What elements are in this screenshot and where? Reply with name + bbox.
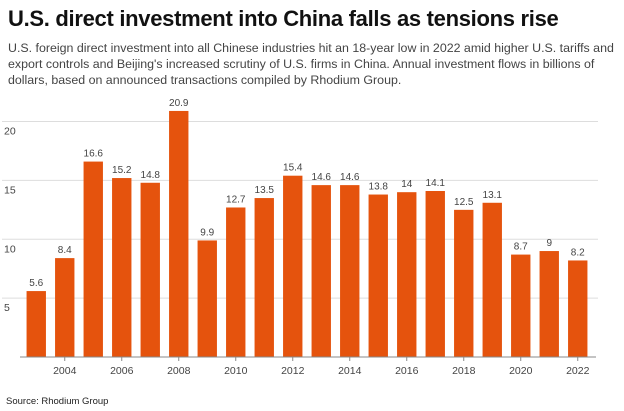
data-label: 15.2 [112,165,132,176]
bar-2022 [568,260,588,357]
bar-2009 [197,240,217,357]
bar-2010 [226,207,246,357]
bar-2013 [311,185,331,357]
data-label: 8.4 [58,245,72,256]
bars [26,110,588,357]
data-label: 13.8 [369,182,389,193]
bar-2020 [511,254,531,357]
x-tick-label: 2018 [452,365,476,377]
bar-2015 [368,194,388,357]
bar-2007 [140,182,160,357]
bar-2003 [26,291,46,357]
x-tick-label: 2016 [395,365,419,377]
data-label: 14.6 [340,172,360,183]
data-label: 14.6 [312,172,332,183]
bar-2016 [397,192,417,357]
bar-2004 [55,258,75,357]
x-tick-label: 2010 [224,365,248,377]
axes: 5 10 15 20 2004 2006 2008 2010 2012 2014 2016 2018 2… [4,126,596,377]
data-labels: 5.6 8.4 16.6 15.2 14.8 20.9 9.9 12.7 13.5 15.4 14.… [29,98,585,289]
x-tick-label: 2006 [110,365,134,377]
bar-2011 [254,198,274,357]
bar-2017 [425,191,445,357]
x-tick-label: 2014 [338,365,362,377]
data-label: 13.1 [483,190,503,201]
bar-2006 [112,178,132,357]
data-label: 13.5 [255,185,275,196]
data-label: 16.6 [84,149,104,160]
data-label: 14 [401,179,413,190]
bar-2018 [454,209,474,357]
y-tick-label: 15 [4,184,16,196]
bar-2008 [169,110,189,357]
x-tick-label: 2020 [509,365,533,377]
data-label: 12.7 [226,194,246,205]
bar-2021 [539,251,559,357]
y-tick-label: 20 [4,126,16,138]
bar-2014 [340,185,360,357]
data-label: 20.9 [169,98,189,109]
bar-2005 [83,161,103,357]
source-note: Source: Rhodium Group [6,396,109,407]
data-label: 5.6 [29,278,43,289]
data-label: 14.1 [426,178,446,189]
x-tick-label: 2004 [53,365,77,377]
data-label: 12.5 [454,197,474,208]
x-tick-label: 2008 [167,365,191,377]
bar-2012 [283,175,303,357]
chart-title: U.S. direct investment into China falls … [8,6,559,31]
chart-subtitle: U.S. foreign direct investment into all … [8,41,614,87]
data-label: 15.4 [283,163,303,174]
data-label: 9.9 [200,227,214,238]
data-label: 8.7 [514,242,528,253]
data-label: 9 [546,238,552,249]
data-label: 8.2 [571,247,585,258]
y-tick-label: 10 [4,243,16,255]
y-tick-label: 5 [4,302,10,314]
bar-2019 [482,202,502,357]
x-tick-label: 2012 [281,365,305,377]
data-label: 14.8 [141,170,161,181]
x-tick-label: 2022 [566,365,590,377]
